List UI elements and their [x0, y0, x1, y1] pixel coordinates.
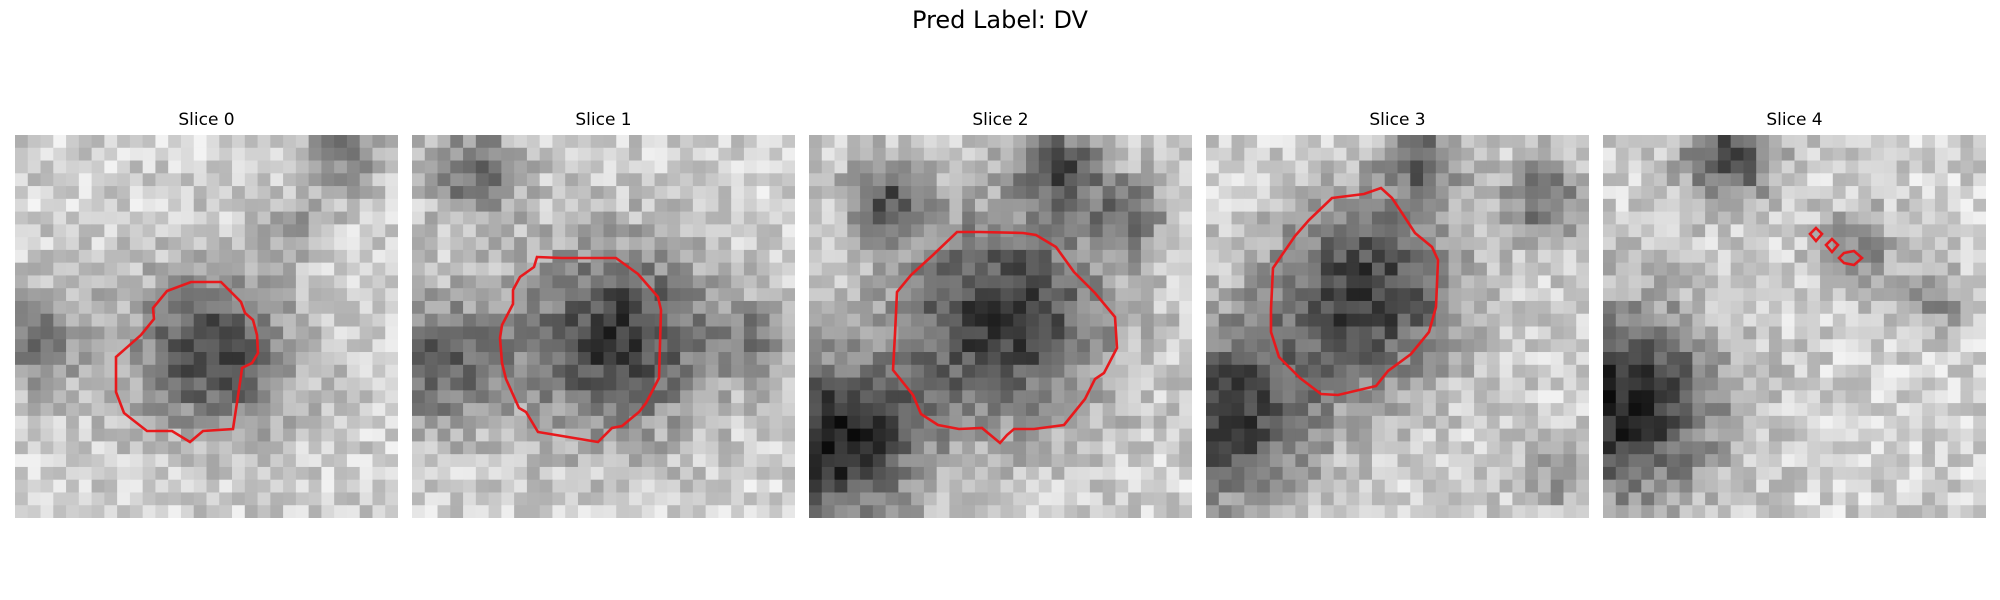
slice-image [1206, 135, 1589, 518]
slice-title: Slice 1 [575, 110, 632, 130]
segmentation-contour [1808, 226, 1824, 243]
segmentation-contour [1837, 249, 1864, 267]
figure-title: Pred Label: DV [912, 6, 1088, 34]
slice-panel-4: Slice 4 [1603, 108, 1986, 518]
slice-title: Slice 4 [1766, 110, 1823, 130]
slice-title: Slice 3 [1369, 110, 1426, 130]
slice-image [15, 135, 398, 518]
segmentation-contour [114, 280, 260, 444]
slice-pixels [1603, 135, 1986, 518]
slice-panel-0: Slice 0 [15, 108, 398, 518]
slice-title: Slice 0 [178, 110, 235, 130]
slice-panel-2: Slice 2 [809, 108, 1192, 518]
slice-title: Slice 2 [972, 110, 1029, 130]
slice-panel-3: Slice 3 [1206, 108, 1589, 518]
segmentation-contour [1269, 186, 1440, 397]
slice-pixels [1206, 135, 1589, 518]
slice-image [1603, 135, 1986, 518]
segmentation-contour [891, 230, 1119, 445]
slice-pixels [412, 135, 795, 518]
slice-pixels [809, 135, 1192, 518]
segmentation-contour [498, 255, 663, 444]
slice-panel-1: Slice 1 [412, 108, 795, 518]
segmentation-contour [1824, 237, 1840, 254]
slice-image [809, 135, 1192, 518]
slice-pixels [15, 135, 398, 518]
slice-image [412, 135, 795, 518]
